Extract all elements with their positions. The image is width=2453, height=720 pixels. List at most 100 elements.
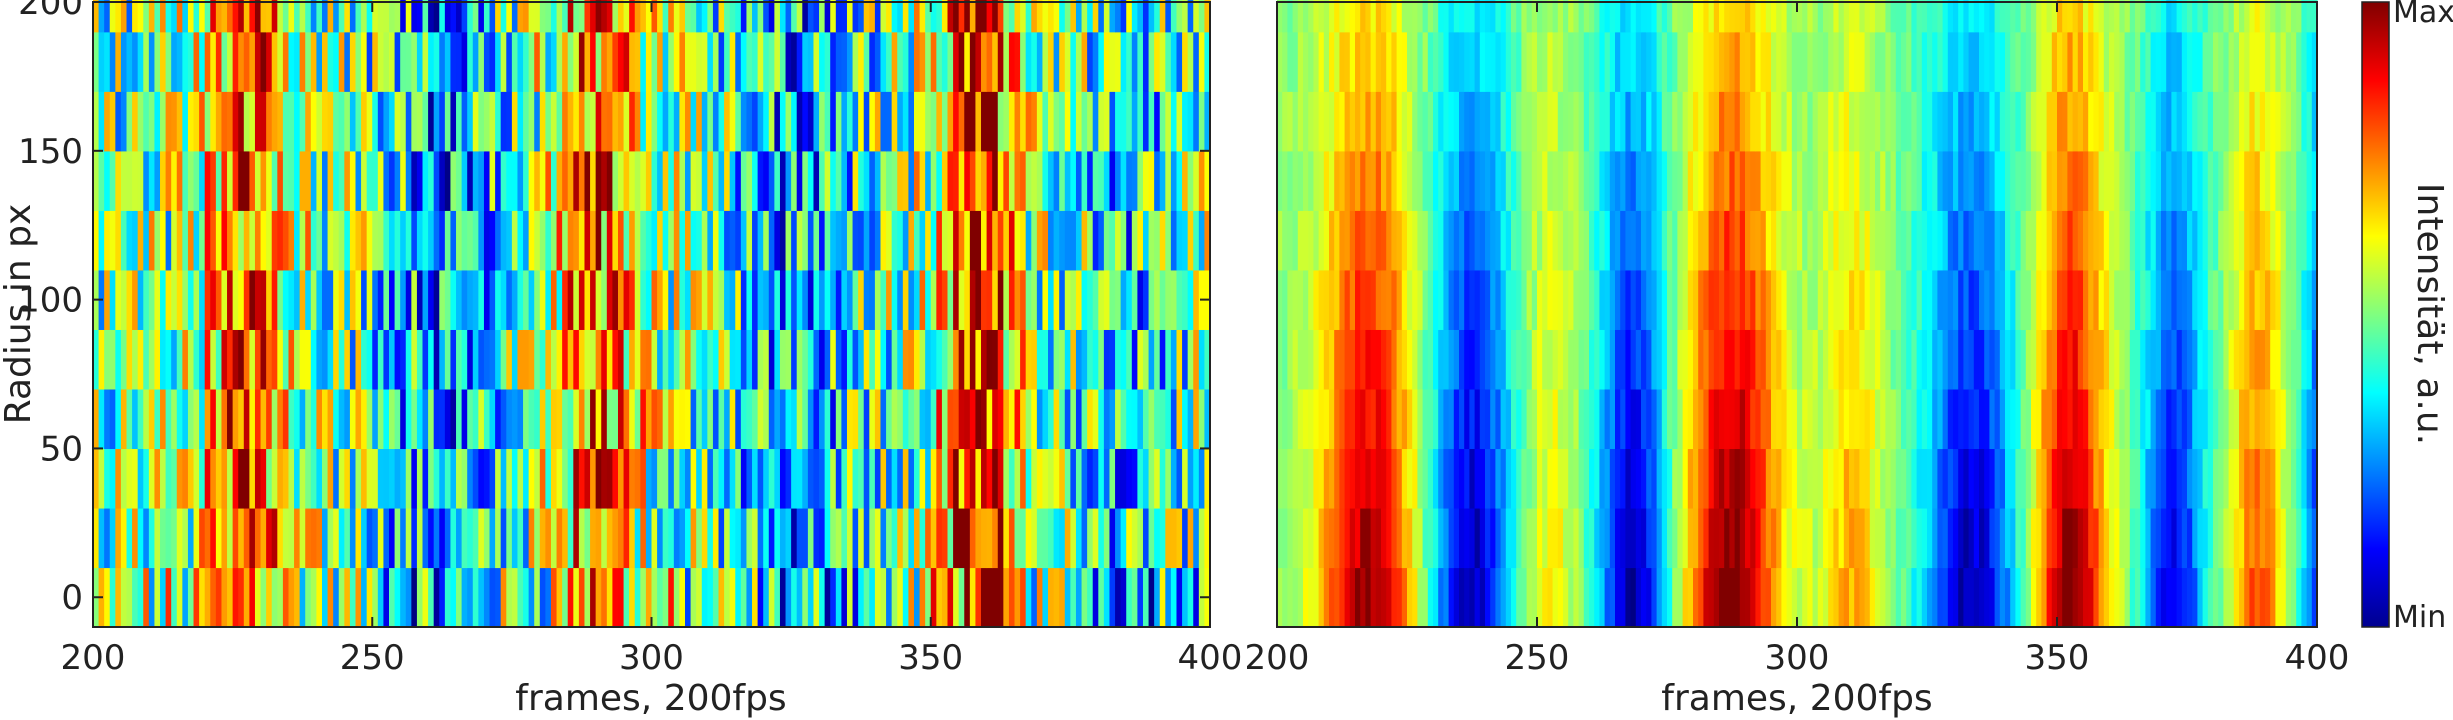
heatmap-cell [1979, 567, 1985, 628]
heatmap-cell [2124, 507, 2131, 569]
heatmap-cell [193, 31, 200, 92]
heatmap-cell [1165, 329, 1172, 390]
heatmap-cell [718, 388, 725, 450]
heatmap-cell [2119, 448, 2126, 509]
heatmap-cell [1854, 31, 1860, 92]
heatmap-cell [958, 507, 965, 569]
heatmap-cell [1781, 507, 1788, 569]
heatmap-cell [1381, 448, 1387, 509]
heatmap-cell [2109, 91, 2115, 152]
heatmap-cell [2020, 448, 2027, 509]
heatmap-cell [2140, 507, 2146, 569]
heatmap-cell [2202, 0, 2209, 33]
heatmap-cell [1989, 91, 1996, 152]
heatmap-cell [1318, 388, 1325, 450]
heatmap-cell [2280, 210, 2287, 271]
heatmap-cell [2140, 210, 2146, 271]
heatmap-cell [1412, 91, 1418, 152]
heatmap-cell [1401, 31, 1408, 92]
heatmap-cell [361, 91, 368, 152]
heatmap-cell [321, 329, 329, 390]
heatmap-cell [791, 507, 798, 569]
heatmap-cell [2213, 269, 2219, 330]
heatmap-cell [2223, 0, 2230, 33]
heatmap-cell [1516, 31, 1522, 92]
heatmap-cell [2041, 0, 2048, 33]
heatmap-cell [1890, 91, 1897, 152]
heatmap-cell [1687, 0, 1694, 33]
heatmap-cell [947, 388, 954, 450]
heatmap-cell [2176, 91, 2183, 152]
heatmap-cell [1609, 210, 1616, 271]
heatmap-cell [1885, 0, 1892, 33]
heatmap-cell [1344, 269, 1351, 330]
heatmap-cell [2181, 0, 2188, 33]
heatmap-cell [947, 210, 954, 271]
heatmap-cell [930, 150, 937, 211]
heatmap-cell [1672, 507, 1678, 569]
heatmap-cell [439, 507, 446, 569]
heatmap-cell [1159, 507, 1166, 569]
heatmap-cell [2145, 0, 2152, 33]
heatmap-cell [338, 448, 345, 509]
heatmap-cell [115, 329, 122, 390]
heatmap-cell [210, 388, 217, 450]
heatmap-cell [2280, 91, 2287, 152]
heatmap-cell [1182, 567, 1189, 628]
heatmap-cell [511, 448, 519, 509]
heatmap-cell [1828, 31, 1834, 92]
heatmap-cell [1667, 91, 1673, 152]
heatmap-cell [210, 91, 217, 152]
heatmap-cell [109, 91, 116, 152]
heatmap-cell [2181, 91, 2188, 152]
heatmap-cell [282, 329, 290, 390]
heatmap-cell [2098, 507, 2105, 569]
heatmap-cell [2010, 507, 2016, 569]
heatmap-cell [282, 507, 290, 569]
heatmap-cell [1474, 210, 1481, 271]
heatmap-cell [657, 388, 664, 450]
heatmap-cell [2062, 388, 2068, 450]
heatmap-cell [1661, 448, 1668, 509]
heatmap-cell [1036, 31, 1044, 92]
heatmap-cell [1989, 567, 1996, 628]
heatmap-cell [1292, 0, 1299, 33]
heatmap-cell [1807, 0, 1814, 33]
heatmap-cell [1148, 150, 1155, 211]
heatmap-cell [953, 329, 960, 390]
heatmap-cell [1003, 31, 1010, 92]
heatmap-cell [1968, 31, 1975, 92]
heatmap-cell [1334, 91, 1340, 152]
x-axis-label-left: frames, 200fps [515, 678, 786, 719]
heatmap-cell [1464, 150, 1470, 211]
heatmap-cell [740, 31, 748, 92]
heatmap-cell [824, 31, 831, 92]
heatmap-cell [796, 329, 803, 390]
heatmap-cell [1661, 507, 1668, 569]
heatmap-cell [1630, 507, 1637, 569]
heatmap-cell [902, 31, 910, 92]
heatmap-cell [1771, 448, 1777, 509]
heatmap-cell [333, 269, 340, 330]
heatmap-cell [2031, 0, 2037, 33]
heatmap-cell [1469, 448, 1476, 509]
heatmap-cell [2301, 210, 2308, 271]
heatmap-cell [2259, 150, 2266, 211]
heatmap-cell [2150, 91, 2157, 152]
heatmap-cell [1594, 567, 1600, 628]
heatmap-cell [1911, 0, 1918, 33]
heatmap-cell [394, 150, 401, 211]
heatmap-cell [657, 91, 664, 152]
heatmap-cell [344, 91, 351, 152]
heatmap-cell [830, 567, 837, 628]
heatmap-cell [1859, 507, 1866, 569]
heatmap-cell [1963, 91, 1970, 152]
heatmap-cell [2020, 150, 2027, 211]
heatmap-cell [1537, 269, 1543, 330]
heatmap-cell [478, 210, 485, 271]
heatmap-cell [1115, 329, 1122, 390]
y-tick-label: 0 [61, 578, 83, 618]
heatmap-cell [528, 31, 535, 92]
heatmap-cell [1755, 150, 1762, 211]
heatmap-cell [2119, 31, 2126, 92]
